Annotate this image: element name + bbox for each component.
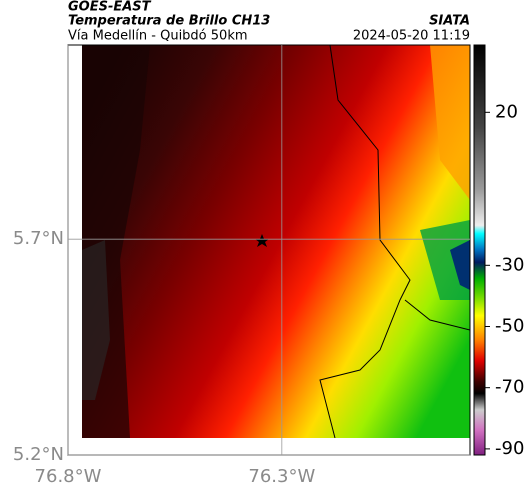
colorbar-tick-label: -50 xyxy=(495,315,524,336)
title: GOES-EAST xyxy=(68,0,152,15)
colorbar-tick-label: 20 xyxy=(495,101,518,122)
y-tick-label: 5.7°N xyxy=(13,228,64,249)
location-star xyxy=(255,234,269,247)
colorbar xyxy=(473,44,486,456)
x-tick-label: 76.3°W xyxy=(248,466,315,487)
colorbar-tick-label: -90 xyxy=(495,438,524,459)
route: Vía Medellín - Quibdó 50km xyxy=(68,29,248,44)
x-tick-label: 76.8°W xyxy=(35,466,102,487)
colorbar-tick-label: -30 xyxy=(495,254,524,275)
subtitle: Temperatura de Brillo CH13 xyxy=(68,14,270,29)
imagery xyxy=(82,45,470,438)
y-tick-label: 5.2°N xyxy=(13,444,64,465)
source: SIATA xyxy=(429,14,470,29)
timestamp: 2024-05-20 11:19 xyxy=(353,29,470,44)
colorbar-tick-label: -70 xyxy=(495,377,524,398)
